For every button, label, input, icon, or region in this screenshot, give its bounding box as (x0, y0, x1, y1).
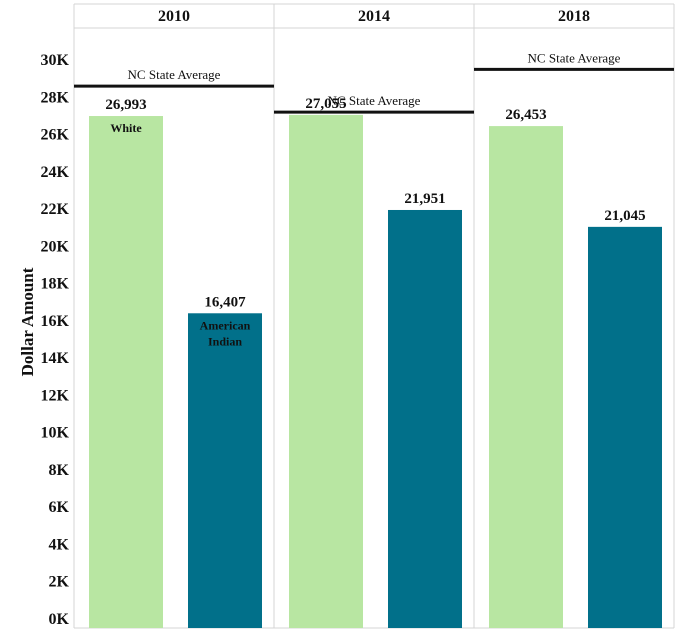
y-tick-label: 20K (41, 238, 70, 255)
y-tick-label: 30K (41, 52, 70, 69)
y-tick-label: 26K (41, 127, 70, 144)
y-tick-label: 6K (49, 499, 70, 516)
bars (89, 114, 662, 629)
bar-value-label: 26,453 (505, 107, 546, 123)
bar-group-label: Indian (208, 334, 242, 348)
bar-value-label: 16,407 (204, 294, 246, 310)
y-tick-label: 8K (49, 462, 70, 479)
bar-value-label: 26,993 (105, 97, 146, 113)
y-axis: 0K 2K 4K 6K 8K 10K 12K 14K 16K 18K 20K 22K 24K 26K 28K… (41, 52, 70, 628)
y-tick-label: 18K (41, 276, 70, 293)
labels: 2010 26,993 White 16,407 American Indian NC St… (105, 8, 645, 348)
bar (388, 209, 462, 628)
y-tick-label: 10K (41, 425, 70, 442)
bar-value-label: 21,045 (604, 208, 645, 224)
y-tick-label: 2K (49, 574, 70, 591)
state-average-label: NC State Average (528, 50, 621, 65)
bar-value-label: 21,951 (404, 191, 445, 207)
bar-group-label: White (110, 121, 142, 135)
state-average-label: NC State Average (328, 93, 421, 108)
bar (289, 114, 363, 628)
panel-year-label: 2014 (358, 8, 390, 25)
y-tick-label: 16K (41, 313, 70, 330)
y-tick-label: 4K (49, 536, 70, 553)
y-tick-label: 12K (41, 387, 70, 404)
bar-group-label: American (200, 318, 251, 332)
y-tick-label: 0K (49, 611, 70, 628)
bar (89, 116, 163, 629)
panel-year-label: 2010 (158, 8, 190, 25)
bar (188, 313, 262, 628)
bar (588, 226, 662, 628)
panel-year-label: 2018 (558, 8, 590, 25)
bar-value-label: 27,055 (305, 96, 346, 112)
y-tick-label: 24K (41, 164, 70, 181)
y-tick-label: 14K (41, 350, 70, 367)
panel-grid (73, 3, 675, 629)
y-tick-label: 22K (41, 201, 70, 218)
state-average-label: NC State Average (128, 67, 221, 82)
y-axis-label: Dollar Amount (18, 267, 37, 376)
bar (489, 126, 563, 628)
y-tick-label: 28K (41, 89, 70, 106)
state-average-lines (74, 67, 674, 114)
